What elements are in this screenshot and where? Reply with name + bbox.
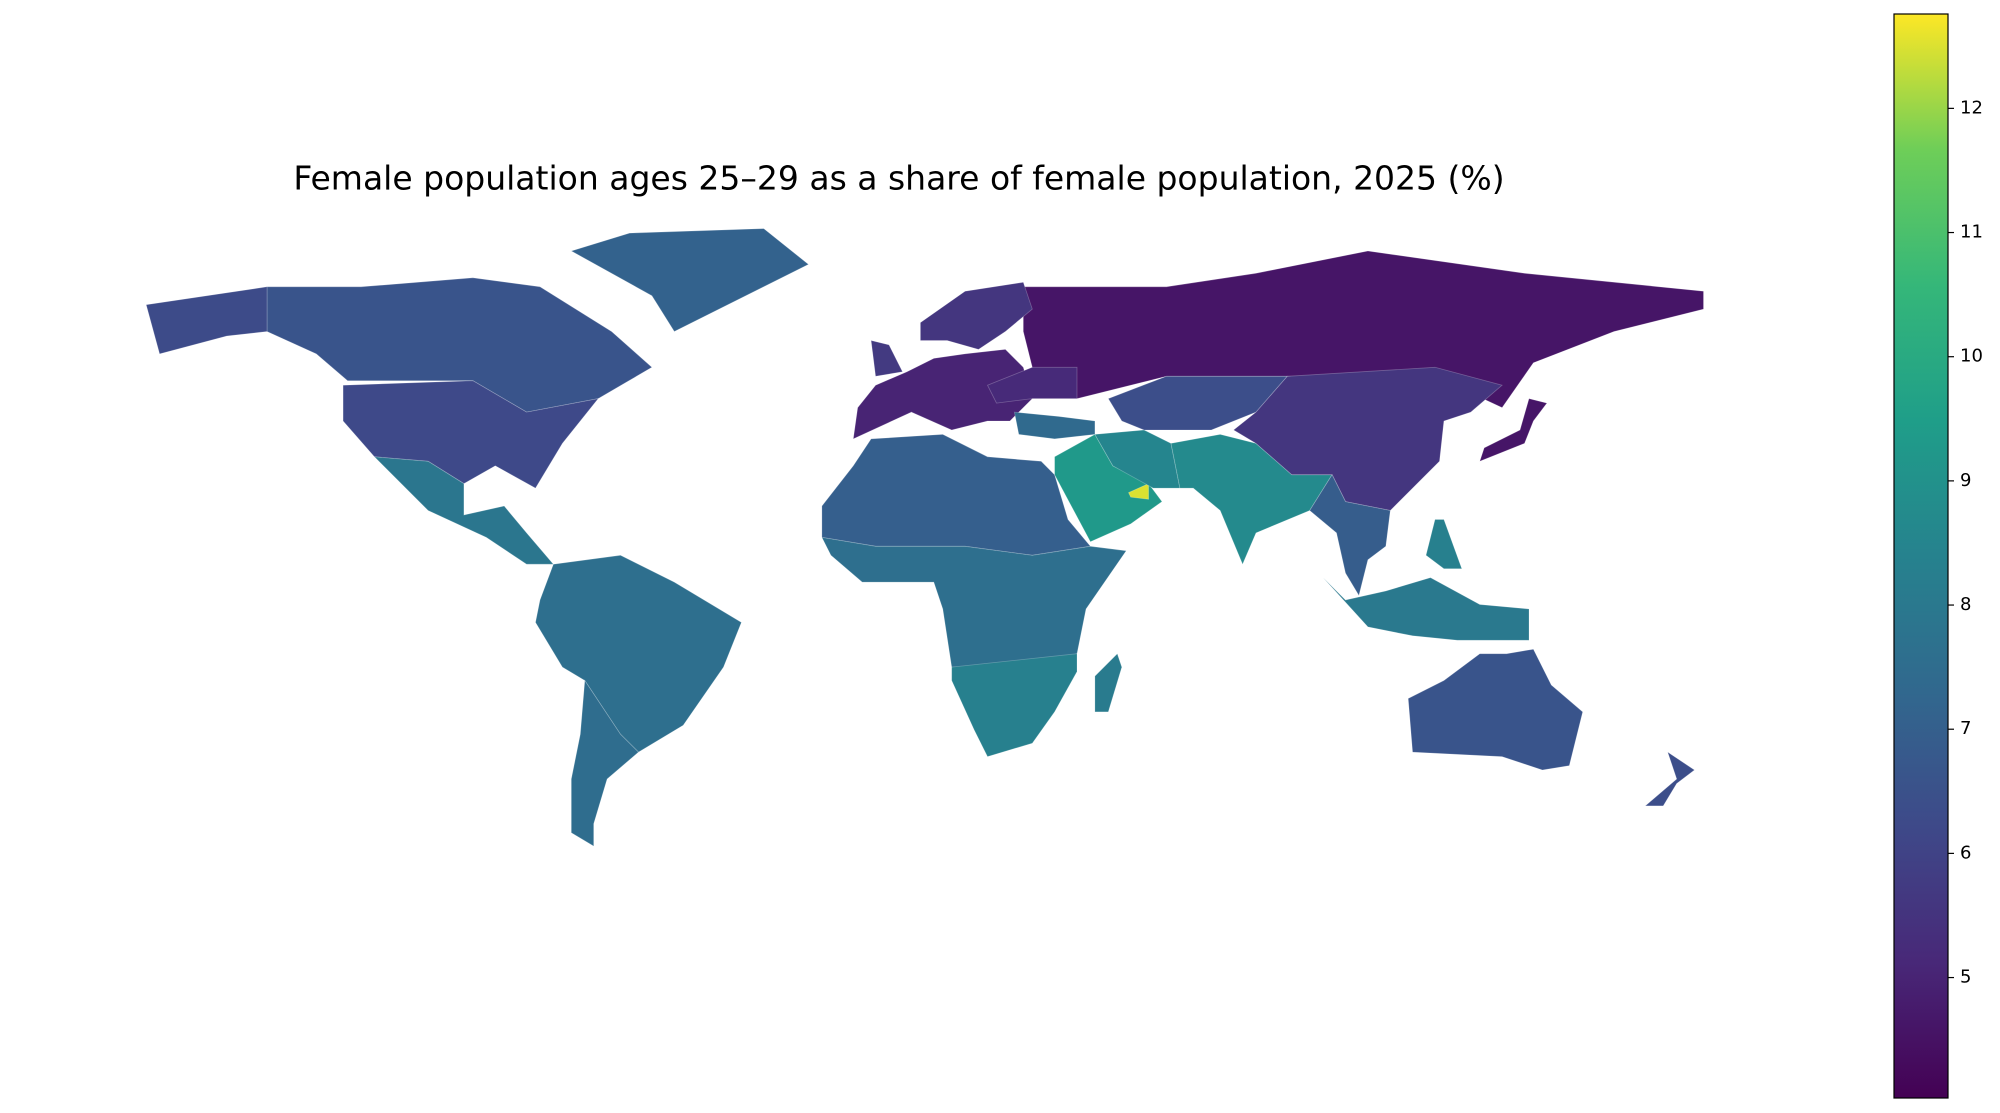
- country: [951, 653, 1078, 758]
- colorbar-tick-label: 12: [1960, 97, 1983, 118]
- country: [1407, 648, 1584, 771]
- country: [570, 679, 640, 847]
- map: [145, 228, 1704, 847]
- colorbar-tick-label: 11: [1960, 222, 1983, 243]
- country: [1644, 751, 1696, 807]
- country: [1127, 482, 1149, 500]
- country: [570, 228, 810, 333]
- country: [1479, 398, 1548, 462]
- country: [986, 366, 1078, 404]
- colorbar-tick-label: 8: [1960, 594, 1971, 615]
- colorbar: [1893, 13, 1949, 1099]
- country: [342, 380, 600, 489]
- country: [1054, 433, 1163, 543]
- country: [1232, 366, 1503, 511]
- colorbar-tick-label: 5: [1960, 967, 1971, 988]
- country: [870, 339, 904, 377]
- country: [145, 286, 268, 355]
- country: [1170, 433, 1333, 566]
- chart-title: Female population ages 25–29 as a share …: [293, 159, 1504, 198]
- country: [1309, 473, 1391, 597]
- country: [1425, 519, 1463, 570]
- country: [852, 348, 1033, 440]
- country: [535, 554, 742, 753]
- country: [1094, 652, 1123, 713]
- colorbar-tick-label: 7: [1960, 718, 1971, 739]
- colorbar-tick-label: 6: [1960, 842, 1971, 863]
- country: [1107, 375, 1289, 431]
- country: [1013, 411, 1096, 440]
- colorbar-tick-label: 9: [1960, 470, 1971, 491]
- country: [821, 536, 1127, 668]
- country: [821, 433, 1092, 556]
- country: [373, 456, 555, 565]
- country: [920, 281, 1033, 350]
- colorbar-tick-label: 10: [1960, 346, 1983, 367]
- country: [1322, 577, 1530, 641]
